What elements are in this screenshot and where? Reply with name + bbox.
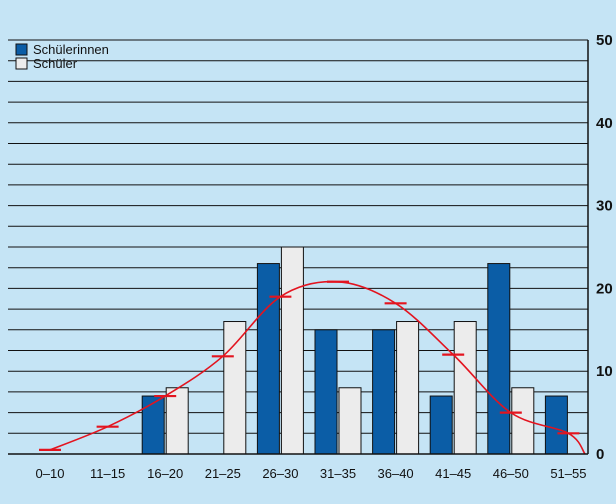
bar-schuelerinnen — [429, 395, 453, 455]
bar-schueler — [165, 387, 189, 455]
y-tick-labels: 0 10 20 30 40 50 — [596, 32, 613, 463]
bar-schuelerinnen — [544, 395, 568, 455]
x-category-label: 26–30 — [262, 466, 298, 481]
legend-label: Schülerinnen — [33, 42, 109, 57]
y-tick-label: 10 — [596, 363, 613, 380]
legend-swatch — [15, 43, 28, 56]
bar-schuelerinnen — [256, 263, 280, 455]
bar-schueler — [453, 321, 477, 455]
legend-swatch — [15, 57, 28, 70]
y-tick-label: 40 — [596, 115, 613, 132]
bar-schueler — [396, 321, 420, 455]
x-category-label: 11–15 — [90, 466, 125, 481]
x-category-label: 21–25 — [205, 466, 241, 481]
x-category-label: 46–50 — [493, 466, 529, 481]
y-tick-label: 50 — [596, 32, 613, 49]
x-category-label: 0–10 — [36, 466, 65, 481]
bar-schuelerinnen — [141, 395, 165, 455]
x-category-label: 51–55 — [550, 466, 586, 481]
x-category-label: 36–40 — [378, 466, 414, 481]
bar-schueler — [223, 321, 247, 455]
x-category-labels: 0–10 11–15 16–20 21–25 26–30 31–35 36–40 41–45 4… — [36, 466, 587, 481]
legend-label: Schüler — [33, 56, 78, 71]
y-tick-label: 0 — [596, 446, 604, 463]
x-category-label: 41–45 — [435, 466, 471, 481]
bars — [141, 246, 568, 455]
bar-schueler — [338, 387, 362, 455]
bar-schuelerinnen — [487, 263, 511, 455]
y-tick-label: 30 — [596, 198, 613, 215]
x-category-label: 31–35 — [320, 466, 356, 481]
bar-schueler — [280, 246, 304, 455]
bar-schuelerinnen — [314, 329, 338, 455]
bar-schuelerinnen — [372, 329, 396, 455]
x-category-label: 16–20 — [147, 466, 183, 481]
bar-schueler — [511, 387, 535, 455]
overlay-curve — [39, 280, 586, 455]
y-tick-label: 20 — [596, 280, 613, 297]
